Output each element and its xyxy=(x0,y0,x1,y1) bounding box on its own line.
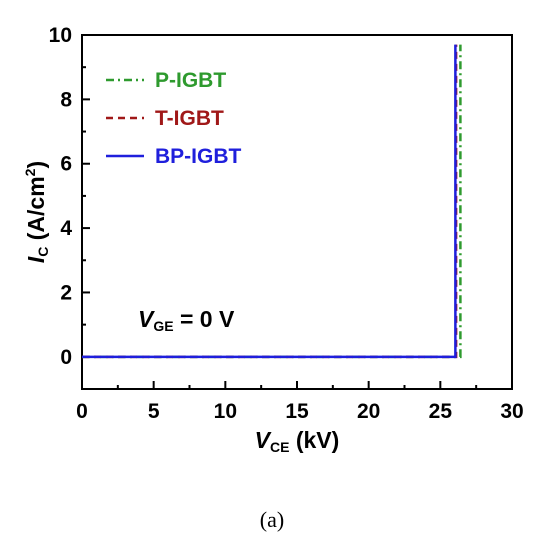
y-axis-label: IC (A/cm2) xyxy=(22,161,51,263)
y-tick-label: 0 xyxy=(60,346,72,369)
ticks: 0 5 10 15 20 25 30 0 2 4 6 8 10 xyxy=(49,24,524,423)
y-tick-label: 4 xyxy=(60,217,72,240)
y-tick-label: 10 xyxy=(49,24,72,47)
legend-label: T-IGBT xyxy=(155,107,224,130)
y-tick-label: 6 xyxy=(60,153,72,176)
y-tick-label: 2 xyxy=(60,281,72,304)
legend-label: BP-IGBT xyxy=(155,145,242,168)
legend: P-IGBT T-IGBT BP-IGBT xyxy=(106,69,242,168)
series-line-bp-igbt xyxy=(82,44,457,359)
legend-label: P-IGBT xyxy=(155,69,226,92)
x-tick-label: 25 xyxy=(429,400,453,423)
y-tick-label: 8 xyxy=(60,88,72,111)
x-tick-label: 20 xyxy=(357,400,380,423)
series-layer xyxy=(82,44,462,359)
x-tick-label: 0 xyxy=(76,400,88,423)
plot-frame xyxy=(81,34,513,390)
x-tick-label: 5 xyxy=(148,400,160,423)
x-axis-label: VCE (kV) xyxy=(255,427,340,455)
figure-caption: (a) xyxy=(260,507,284,532)
x-tick-label: 15 xyxy=(285,400,309,423)
x-tick-label: 10 xyxy=(214,400,237,423)
annotation-vge: VGE = 0 V xyxy=(138,306,235,334)
x-tick-label: 30 xyxy=(500,400,523,423)
